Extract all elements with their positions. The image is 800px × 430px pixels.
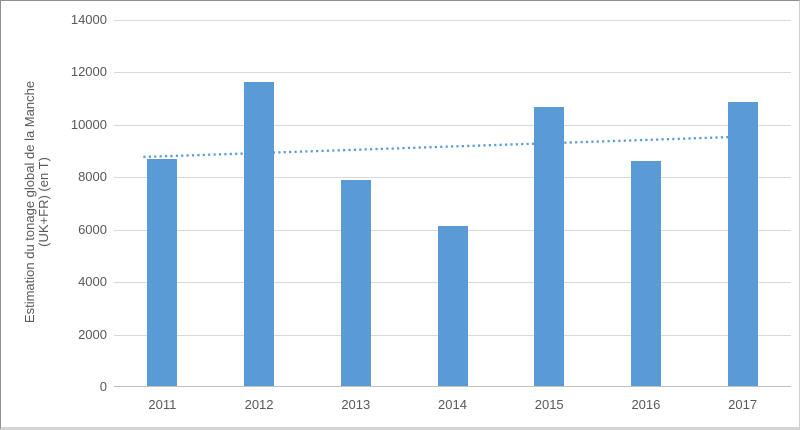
x-tick-label-2012: 2012 [244,397,274,412]
x-tick-label-2011: 2011 [148,397,177,412]
plot-area [114,20,791,387]
bar-2011 [147,159,178,386]
y-tick-label-14000: 14000 [70,12,107,27]
gridline-10000 [114,124,791,126]
bar-2012 [244,81,275,386]
gridline-8000 [114,177,791,179]
y-tick-label-8000: 8000 [78,169,107,185]
bar-2014 [437,226,468,386]
y-tick-label-10000: 10000 [70,116,107,132]
bar-2017 [727,101,758,386]
gridline-14000 [114,20,791,21]
y-tick-label-4000: 4000 [78,274,107,290]
y-axis-title-line1: Estimation du tonage global de la Manche [22,80,37,324]
bar-2013 [340,180,371,386]
y-tick-label-12000: 12000 [70,64,107,80]
x-tick-label-2016: 2016 [631,397,661,412]
y-tick-label-6000: 6000 [78,221,107,237]
y-tick-label-0: 0 [99,379,107,394]
bar-2015 [534,106,565,386]
gridline-12000 [114,72,791,74]
x-tick-label-2017: 2017 [728,397,758,412]
y-axis-title: Estimation du tonage global de la Manche… [22,1,51,412]
x-tick-label-2015: 2015 [534,397,564,412]
x-tick-label-2013: 2013 [341,397,371,412]
x-tick-label-2014: 2014 [438,397,467,412]
y-tick-label-2000: 2000 [78,326,107,342]
y-axis-title-line2: (UK+FR) (en T) [36,157,51,247]
bar-2016 [630,160,661,386]
bars [114,20,791,386]
